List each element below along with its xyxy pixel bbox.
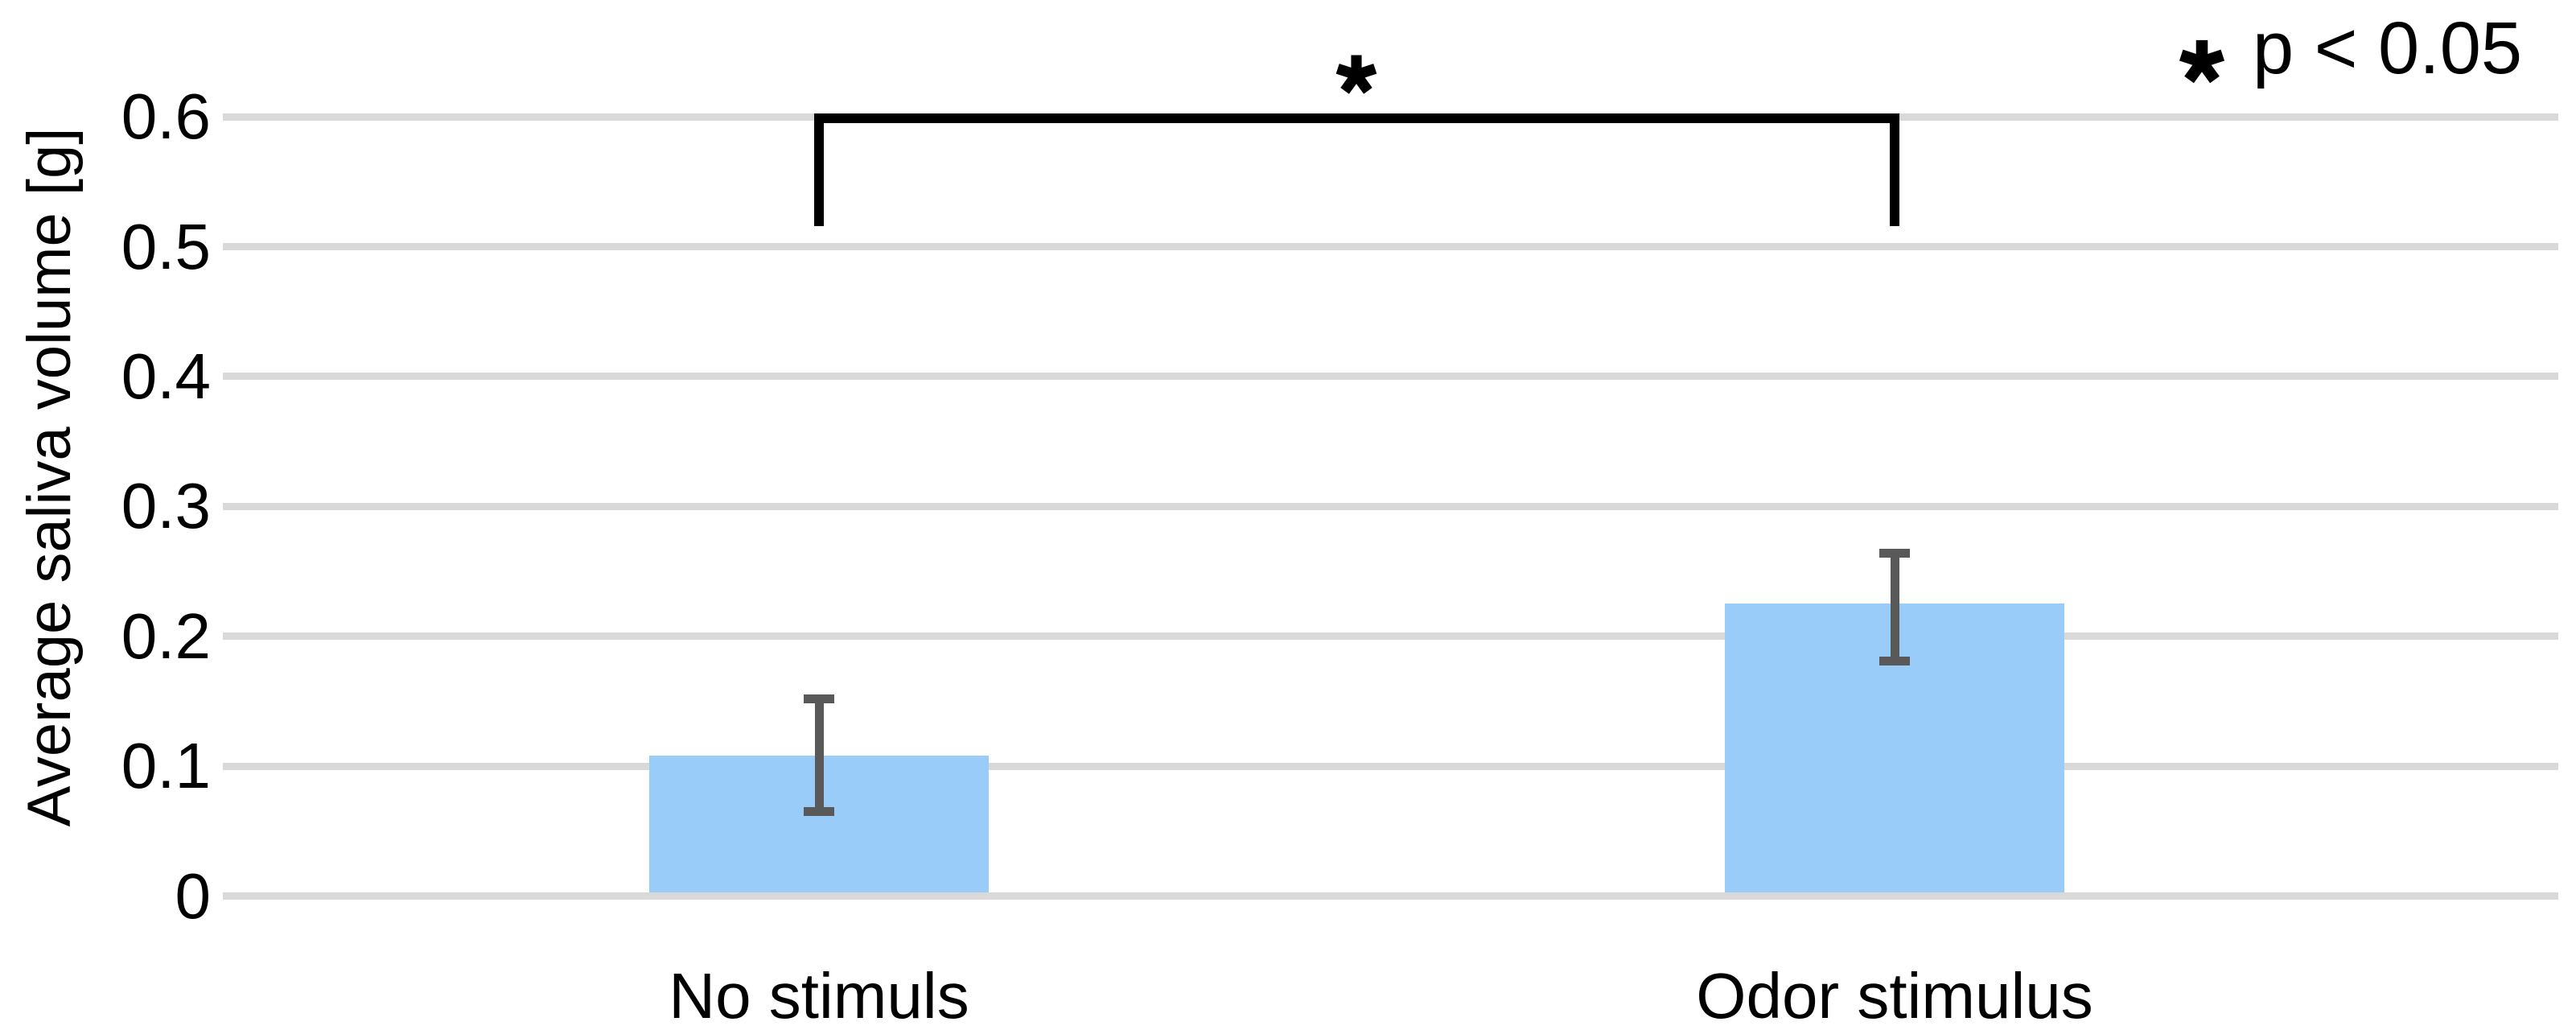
error-bar-cap bbox=[804, 694, 834, 703]
category-label: Odor stimulus bbox=[1696, 960, 2093, 1030]
y-tick-label: 0.5 bbox=[121, 210, 211, 282]
y-tick-label: 0.1 bbox=[121, 730, 211, 802]
error-bar-cap bbox=[1879, 548, 1910, 558]
significance-legend: p < 0.05 bbox=[2171, 0, 2576, 113]
error-bar-cap bbox=[1879, 656, 1910, 665]
y-tick-label: 0.4 bbox=[121, 340, 211, 412]
bracket-top-bar bbox=[814, 113, 1899, 123]
y-tick-label: 0 bbox=[175, 859, 212, 932]
y-tick-label: 0.3 bbox=[121, 470, 211, 542]
bracket-leg bbox=[1890, 113, 1899, 226]
gridline bbox=[223, 762, 2558, 770]
gridline bbox=[223, 632, 2558, 641]
gridline bbox=[223, 373, 2558, 381]
gridline bbox=[223, 502, 2558, 510]
significance-asterisk-icon bbox=[1334, 52, 1379, 101]
gridline bbox=[223, 892, 2558, 900]
legend-text: p < 0.05 bbox=[2253, 7, 2523, 89]
bracket-leg bbox=[814, 113, 824, 226]
error-bar-line bbox=[1890, 553, 1899, 661]
gridline bbox=[223, 243, 2558, 250]
legend-asterisk-icon bbox=[2177, 37, 2227, 91]
error-bar-cap bbox=[804, 807, 834, 817]
y-tick-label: 0.2 bbox=[121, 599, 211, 672]
category-label: No stimuls bbox=[669, 960, 969, 1030]
y-tick-label: 0.6 bbox=[121, 80, 211, 153]
error-bar-line bbox=[814, 698, 824, 812]
